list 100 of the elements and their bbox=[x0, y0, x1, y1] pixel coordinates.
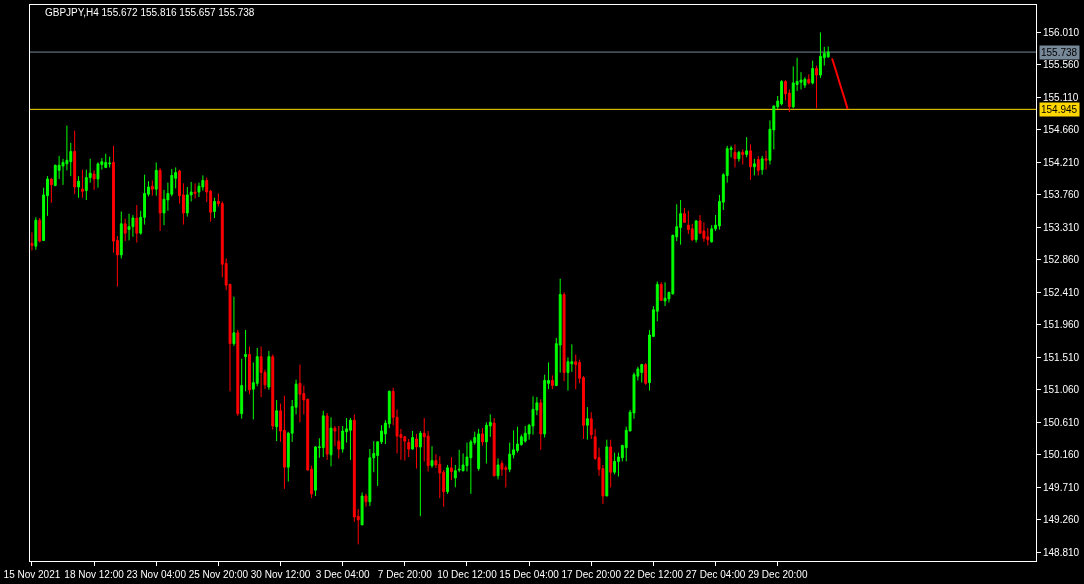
x-tick-label: 22 Dec 12:00 bbox=[623, 569, 684, 580]
candlestick bbox=[523, 425, 527, 444]
y-tick-label: 151.960 bbox=[1043, 319, 1080, 331]
x-tick-label: 27 Dec 04:00 bbox=[685, 569, 746, 580]
candlestick bbox=[108, 156, 112, 168]
y-tick-label: 149.710 bbox=[1043, 481, 1080, 493]
candlestick bbox=[737, 150, 741, 163]
candlestick bbox=[158, 167, 162, 232]
line-series bbox=[831, 57, 849, 110]
candlestick bbox=[504, 465, 508, 488]
candlestick bbox=[325, 412, 329, 461]
x-tick-label: 15 Dec 04:00 bbox=[499, 569, 560, 580]
x-tick-label: 29 Dec 20:00 bbox=[747, 569, 808, 580]
candlestick bbox=[415, 433, 418, 470]
candlestick bbox=[232, 296, 236, 347]
candlestick bbox=[640, 363, 644, 384]
candlestick bbox=[550, 374, 554, 390]
candlestick bbox=[240, 358, 244, 420]
candlestick bbox=[80, 169, 84, 199]
candlestick bbox=[119, 211, 123, 259]
candlestick bbox=[329, 416, 333, 467]
candlestick bbox=[259, 346, 263, 398]
x-tick-label: 15 Nov 2021 bbox=[3, 569, 61, 580]
candlestick bbox=[411, 430, 415, 451]
candlestick bbox=[605, 439, 609, 497]
y-tick-label: 154.210 bbox=[1043, 156, 1080, 168]
candlestick bbox=[135, 204, 139, 244]
y-tick-label: 150.160 bbox=[1043, 449, 1080, 461]
candlestick bbox=[756, 155, 760, 176]
candlestick bbox=[236, 329, 240, 417]
candlestick bbox=[127, 213, 131, 241]
candlestick bbox=[815, 65, 818, 109]
candlestick bbox=[96, 161, 100, 189]
candlestick bbox=[154, 161, 158, 197]
y-tick-label: 153.760 bbox=[1043, 189, 1080, 201]
candlestick bbox=[193, 182, 197, 200]
candlestick bbox=[275, 399, 279, 442]
candlestick bbox=[131, 214, 135, 238]
candlestick bbox=[337, 425, 341, 459]
candlestick bbox=[298, 364, 302, 423]
candlestick bbox=[531, 395, 535, 436]
chart-title: GBPJPY,H4 155.672 155.816 155.657 155.738 bbox=[45, 6, 255, 18]
y-tick-label: 151.060 bbox=[1043, 384, 1080, 396]
y-tick-label: 148.810 bbox=[1043, 546, 1080, 558]
candlestick bbox=[803, 76, 807, 89]
candlestick bbox=[34, 216, 38, 251]
y-tick-label: 152.860 bbox=[1043, 254, 1080, 266]
candlestick bbox=[574, 353, 578, 390]
x-tick-label: 25 Nov 20:00 bbox=[188, 569, 249, 580]
x-tick-label: 3 Dec 04:00 bbox=[315, 569, 371, 580]
candlestick bbox=[683, 207, 686, 224]
candlestick bbox=[516, 426, 519, 454]
candlestick bbox=[562, 291, 566, 382]
candlestick bbox=[818, 31, 822, 79]
candlestick bbox=[92, 169, 96, 191]
candlestick bbox=[213, 197, 216, 219]
x-tick-label: 10 Dec 12:00 bbox=[437, 569, 498, 580]
x-tick-label: 23 Nov 04:00 bbox=[126, 569, 187, 580]
candlestick bbox=[360, 491, 364, 526]
candlestick bbox=[267, 350, 271, 391]
candlestick bbox=[364, 493, 368, 508]
y-tick-label: 149.260 bbox=[1043, 514, 1080, 526]
candlestick bbox=[663, 281, 667, 307]
candlestick bbox=[407, 438, 411, 458]
candlestick bbox=[185, 186, 189, 218]
y-tick-label: 153.310 bbox=[1043, 221, 1080, 233]
candlestick bbox=[418, 430, 422, 517]
candlestick bbox=[449, 456, 453, 481]
y-tick-label: 154.660 bbox=[1043, 124, 1080, 136]
candlestick bbox=[733, 143, 737, 168]
candlestick bbox=[73, 130, 77, 195]
y-tick-label: 151.510 bbox=[1043, 351, 1080, 363]
y-tick-label: 155.560 bbox=[1043, 59, 1080, 71]
candlestick bbox=[585, 406, 589, 441]
candlestick bbox=[446, 464, 449, 495]
candlestick bbox=[679, 199, 683, 246]
candlestick bbox=[123, 218, 127, 242]
candlestick bbox=[496, 457, 500, 480]
candlestick bbox=[244, 329, 248, 392]
candlestick bbox=[609, 439, 613, 488]
x-tick-label: 30 Nov 12:00 bbox=[250, 569, 311, 580]
candlestick bbox=[741, 148, 745, 166]
candlestick bbox=[807, 73, 811, 85]
candlestick bbox=[271, 353, 275, 431]
candlestick bbox=[492, 417, 496, 478]
candlestick bbox=[481, 427, 484, 446]
candlestick bbox=[539, 398, 543, 451]
candlestick bbox=[745, 136, 749, 158]
candlestick bbox=[150, 179, 154, 197]
y-tick-label: 150.610 bbox=[1043, 416, 1080, 428]
ref-line-label: 155.738 bbox=[1041, 47, 1078, 58]
x-tick-label: 17 Dec 20:00 bbox=[561, 569, 622, 580]
candlestick bbox=[694, 219, 698, 244]
x-tick-label: 7 Dec 20:00 bbox=[377, 569, 433, 580]
candlestick bbox=[38, 217, 42, 244]
candlestick bbox=[348, 417, 352, 461]
candlestick bbox=[749, 143, 752, 181]
y-tick-label: 156.010 bbox=[1043, 26, 1080, 38]
candlestick bbox=[589, 411, 593, 440]
candlestick bbox=[248, 346, 251, 395]
